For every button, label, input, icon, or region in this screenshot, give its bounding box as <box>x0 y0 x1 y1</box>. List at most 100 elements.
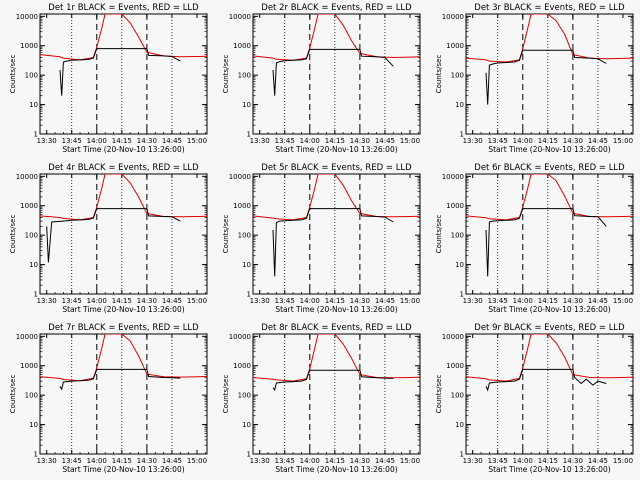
x-tick-label: 14:45 <box>162 457 182 465</box>
lld-series-line <box>40 14 207 61</box>
lld-series-line <box>253 334 420 382</box>
y-tick-label: 1 <box>34 131 38 139</box>
x-tick-label: 13:45 <box>488 457 508 465</box>
x-axis-label: Start Time (20-Nov-10 13:26:00) <box>488 145 610 154</box>
y-tick-label: 10 <box>242 261 251 269</box>
y-tick-label: 100 <box>238 232 251 240</box>
chart-panel-3: Det 3r BLACK = Events, RED = LLD 13:30 13:… <box>435 3 634 154</box>
chart-panel-9: Det 9r BLACK = Events, RED = LLD 13:30 13:… <box>435 323 634 474</box>
lld-series-line <box>466 174 633 221</box>
y-tick-label: 100 <box>451 232 464 240</box>
plot-frame <box>39 13 208 135</box>
x-tick-label: 14:15 <box>112 297 132 305</box>
chart-title: Det 8r BLACK = Events, RED = LLD <box>261 323 412 333</box>
x-tick-label: 13:45 <box>62 137 82 145</box>
x-tick-label: 14:15 <box>325 137 345 145</box>
chart-panel-4: Det 4r BLACK = Events, RED = LLD 13:30 13:… <box>9 163 208 314</box>
y-tick-label: 1 <box>247 131 251 139</box>
x-axis-label: Start Time (20-Nov-10 13:26:00) <box>275 145 397 154</box>
x-axis-label: Start Time (20-Nov-10 13:26:00) <box>62 465 184 474</box>
x-tick-label: 14:00 <box>300 137 320 145</box>
x-tick-label: 14:30 <box>350 457 370 465</box>
y-axis-label: Counts/sec <box>222 55 230 94</box>
y-tick-label: 10 <box>29 101 38 109</box>
y-tick-label: 1 <box>247 291 251 299</box>
y-tick-label: 10 <box>242 101 251 109</box>
events-series-line <box>272 48 394 96</box>
x-tick-label: 13:30 <box>250 297 270 305</box>
y-tick-label: 100 <box>25 72 38 80</box>
y-tick-label: 1000 <box>446 42 464 50</box>
chart-title: Det 3r BLACK = Events, RED = LLD <box>474 3 625 13</box>
x-tick-label: 14:00 <box>87 137 107 145</box>
y-tick-label: 100 <box>238 392 251 400</box>
y-tick-label: 10000 <box>16 13 38 21</box>
y-tick-label: 10 <box>455 101 464 109</box>
y-tick-label: 1 <box>460 451 464 459</box>
y-tick-label: 10000 <box>442 333 464 341</box>
x-tick-label: 14:15 <box>538 137 558 145</box>
y-tick-label: 100 <box>451 392 464 400</box>
lld-series-line <box>253 174 420 221</box>
y-tick-label: 1 <box>247 451 251 459</box>
x-tick-label: 14:30 <box>350 297 370 305</box>
y-axis-label: Counts/sec <box>222 215 230 254</box>
x-tick-label: 14:30 <box>137 137 157 145</box>
events-series-line <box>272 369 394 392</box>
plot-frame <box>465 333 634 455</box>
plot-frame <box>465 13 634 135</box>
x-tick-label: 15:00 <box>613 297 633 305</box>
x-tick-label: 14:00 <box>87 297 107 305</box>
y-tick-label: 1 <box>460 131 464 139</box>
x-tick-label: 14:30 <box>563 297 583 305</box>
plot-frame <box>465 173 634 295</box>
x-tick-label: 14:00 <box>513 457 533 465</box>
x-tick-label: 13:30 <box>250 137 270 145</box>
x-tick-label: 13:30 <box>250 457 270 465</box>
plot-frame <box>252 333 421 455</box>
y-tick-label: 10000 <box>442 173 464 181</box>
y-tick-label: 1 <box>460 291 464 299</box>
x-tick-label: 14:15 <box>325 457 345 465</box>
y-tick-label: 100 <box>25 392 38 400</box>
x-tick-label: 15:00 <box>187 297 207 305</box>
x-tick-label: 14:00 <box>300 457 320 465</box>
x-tick-label: 13:45 <box>275 137 295 145</box>
y-tick-label: 10000 <box>442 13 464 21</box>
events-series-line <box>46 208 181 263</box>
lld-series-line <box>40 334 207 382</box>
y-tick-label: 10 <box>455 421 464 429</box>
chart-panel-2: Det 2r BLACK = Events, RED = LLD 13:30 13:… <box>222 3 421 154</box>
chart-title: Det 5r BLACK = Events, RED = LLD <box>261 163 412 173</box>
y-tick-label: 10000 <box>229 13 251 21</box>
x-tick-label: 14:00 <box>513 297 533 305</box>
y-tick-label: 1000 <box>233 42 251 50</box>
lld-series-line <box>466 14 633 63</box>
lld-series-line <box>40 174 207 221</box>
events-series-line <box>485 208 607 277</box>
chart-panel-1: Det 1r BLACK = Events, RED = LLD 13:30 13:… <box>9 3 208 154</box>
x-tick-label: 14:45 <box>588 457 608 465</box>
x-tick-label: 14:15 <box>538 297 558 305</box>
x-tick-label: 15:00 <box>187 457 207 465</box>
x-tick-label: 13:30 <box>463 297 483 305</box>
chart-title: Det 1r BLACK = Events, RED = LLD <box>48 3 199 13</box>
x-tick-label: 13:45 <box>62 457 82 465</box>
chart-panel-5: Det 5r BLACK = Events, RED = LLD 13:30 13:… <box>222 163 421 314</box>
x-tick-label: 14:45 <box>375 297 395 305</box>
y-axis-label: Counts/sec <box>435 375 443 414</box>
x-axis-label: Start Time (20-Nov-10 13:26:00) <box>488 465 610 474</box>
y-tick-label: 1 <box>34 291 38 299</box>
x-tick-label: 13:45 <box>275 297 295 305</box>
x-tick-label: 13:30 <box>37 297 57 305</box>
x-tick-label: 14:15 <box>112 137 132 145</box>
chart-title: Det 4r BLACK = Events, RED = LLD <box>48 163 199 173</box>
plot-frame <box>39 333 208 455</box>
x-tick-label: 13:30 <box>463 137 483 145</box>
x-tick-label: 14:45 <box>375 137 395 145</box>
x-tick-label: 15:00 <box>613 457 633 465</box>
y-tick-label: 1000 <box>20 362 38 370</box>
plot-frame <box>39 173 208 295</box>
chart-title: Det 6r BLACK = Events, RED = LLD <box>474 163 625 173</box>
